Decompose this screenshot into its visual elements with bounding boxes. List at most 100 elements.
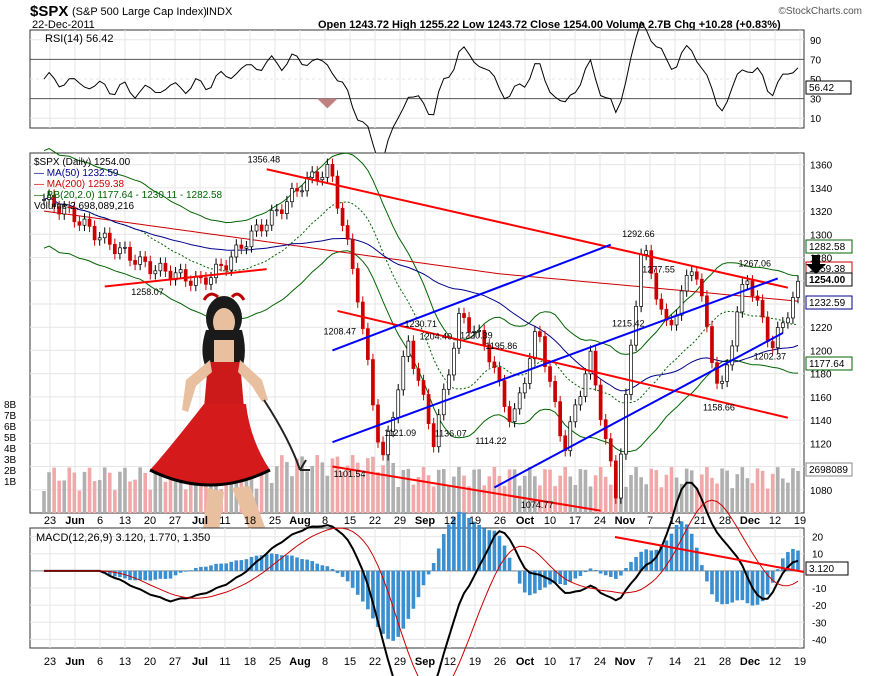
chart-name: (S&P 500 Large Cap Index): [72, 6, 207, 18]
macd-histogram-bar: [679, 521, 684, 571]
volume-bar: [603, 476, 608, 513]
candle: [401, 355, 406, 391]
volume-bar: [583, 469, 588, 513]
volume-bar: [320, 462, 325, 513]
volume-bar: [593, 475, 598, 513]
volume-bar: [366, 458, 370, 513]
price-annotation: 1195.86: [485, 341, 517, 351]
macd-histogram-bar: [396, 570, 401, 637]
candle: [568, 421, 573, 452]
macd-histogram-bar: [598, 570, 603, 574]
volume-bar: [725, 470, 729, 513]
macd-histogram-bar: [659, 545, 664, 571]
candle: [563, 435, 568, 452]
x-tick-label: 23: [44, 656, 56, 668]
volume-bar: [340, 471, 345, 513]
volume-bar: [280, 455, 284, 513]
candle: [360, 301, 365, 329]
volume-bar: [492, 467, 497, 513]
macd-histogram-bar: [507, 557, 512, 571]
candle: [775, 327, 780, 349]
candle: [345, 225, 350, 240]
macd-line: [44, 481, 799, 676]
macd-tick-label: 10: [812, 550, 824, 561]
macd-tick-label: -40: [812, 635, 827, 646]
candle: [320, 177, 325, 181]
price-annotation: 1220.39: [460, 331, 493, 341]
macd-histogram-bar: [482, 528, 487, 571]
volume-bar: [578, 469, 583, 513]
candle: [710, 326, 714, 363]
macd-histogram-bar: [760, 570, 765, 602]
x-tick-label: 29: [394, 656, 406, 668]
candle: [315, 171, 320, 181]
candle: [178, 269, 183, 274]
macd-histogram-bar: [745, 570, 750, 604]
price-annotation: 1258.07: [131, 287, 164, 297]
macd-histogram-bar: [588, 568, 593, 571]
candle: [290, 188, 294, 203]
candle: [335, 175, 340, 209]
macd-histogram-bar: [366, 570, 370, 610]
macd-histogram-bar: [330, 568, 335, 571]
price-annotation: 1267.06: [738, 259, 771, 269]
candle: [462, 313, 466, 318]
volume-tick-label: 5B: [4, 433, 17, 444]
macd-histogram-bar: [376, 570, 380, 627]
volume-bar: [472, 469, 476, 513]
volume-bar: [42, 491, 46, 513]
macd-histogram-bar: [335, 570, 340, 574]
x-tick-label: 12: [444, 515, 456, 527]
x-tick-label: 12: [769, 515, 781, 527]
volume-bar: [791, 468, 795, 513]
price-annotation: 1356.48: [248, 155, 281, 165]
macd-histogram-bar: [361, 570, 365, 602]
x-tick-label: 17: [569, 515, 581, 527]
volume-bar: [441, 469, 446, 513]
candle: [204, 277, 208, 285]
volume-bar: [679, 483, 684, 513]
volume-bar: [67, 467, 72, 513]
candle: [593, 350, 598, 386]
macd-histogram-bar: [285, 555, 289, 571]
volume-bar: [264, 468, 269, 513]
candle: [629, 344, 633, 395]
volume-bar: [62, 480, 67, 513]
candle: [527, 358, 532, 384]
x-tick-label: 21: [694, 515, 706, 527]
candle: [229, 256, 234, 271]
x-tick-label: 19: [469, 656, 481, 668]
macd-histogram-bar: [386, 570, 390, 639]
macd-histogram-bar: [204, 566, 208, 571]
macd-histogram-bar: [533, 570, 537, 594]
candle: [118, 247, 122, 255]
price-tick-label: 1220: [810, 323, 833, 334]
candle: [112, 243, 117, 255]
candle: [259, 224, 264, 232]
macd-histogram-bar: [113, 570, 117, 577]
volume-bar: [436, 469, 441, 513]
macd-histogram-bar: [781, 558, 785, 571]
volume-bar: [421, 467, 426, 513]
candle: [366, 328, 370, 360]
candle: [502, 380, 507, 407]
volume-bar: [588, 486, 593, 513]
x-tick-label: 27: [169, 656, 181, 668]
candle: [264, 224, 269, 232]
legend-item: — MA(200) 1259.38: [34, 179, 124, 190]
macd-histogram-bar: [188, 570, 193, 571]
macd-trendline: [614, 536, 805, 573]
candle: [426, 394, 431, 424]
macd-histogram-bar: [543, 570, 547, 588]
candle: [158, 262, 163, 272]
macd-histogram-bar: [239, 560, 244, 571]
volume-bar: [290, 476, 294, 513]
macd-histogram-bar: [194, 567, 198, 571]
trendline: [104, 268, 267, 288]
volume-bar: [517, 485, 522, 513]
rsi-line: [43, 20, 799, 161]
x-tick-label: Sep: [415, 656, 435, 668]
candle: [543, 336, 547, 367]
macd-histogram-bar: [325, 566, 330, 571]
volume-bar: [674, 477, 679, 513]
